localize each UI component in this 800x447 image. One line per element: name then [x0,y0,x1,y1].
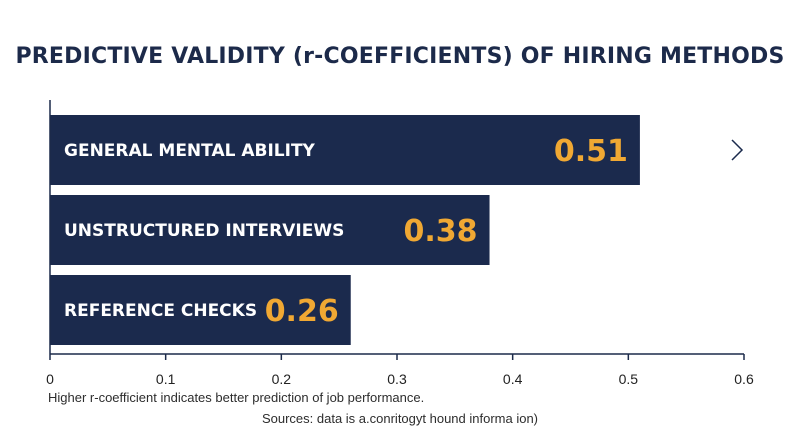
x-axis: 0 0.1 0.2 0.3 0.4 0.5 0.6 [46,100,754,387]
x-tick-label: 0.3 [387,371,407,387]
x-tick-label: 0.4 [503,371,523,387]
footnote: Higher r-coefficient indicates better pr… [48,390,425,405]
arrow-head [731,139,744,161]
bar-value-label: 0.51 [554,134,628,169]
bar [50,115,640,185]
x-tick-label: 0 [46,371,54,387]
x-tick-label: 0.1 [156,371,176,387]
bar-value-label: 0.26 [265,294,339,329]
bars-layer: GENERAL MENTAL ABILITY 0.51 UNSTRUCTURED I… [50,115,744,345]
bar [50,275,351,345]
bar-label: UNSTRUCTURED INTERVIEWS [64,221,344,241]
bar-label: GENERAL MENTAL ABILITY [64,141,316,161]
bar-value-label: 0.38 [404,214,478,249]
x-tick-label: 0.2 [272,371,292,387]
sources-note: Sources: data is a.conritogyt hound info… [261,411,539,426]
bar [50,195,490,265]
chart-title: PREDICTIVE VALIDITY (r-COEFFICIENTS) OF … [15,44,785,69]
x-tick-label: 0.5 [619,371,639,387]
bar-label: REFERENCE CHECKS [64,301,257,321]
x-tick-label: 0.6 [734,371,754,387]
